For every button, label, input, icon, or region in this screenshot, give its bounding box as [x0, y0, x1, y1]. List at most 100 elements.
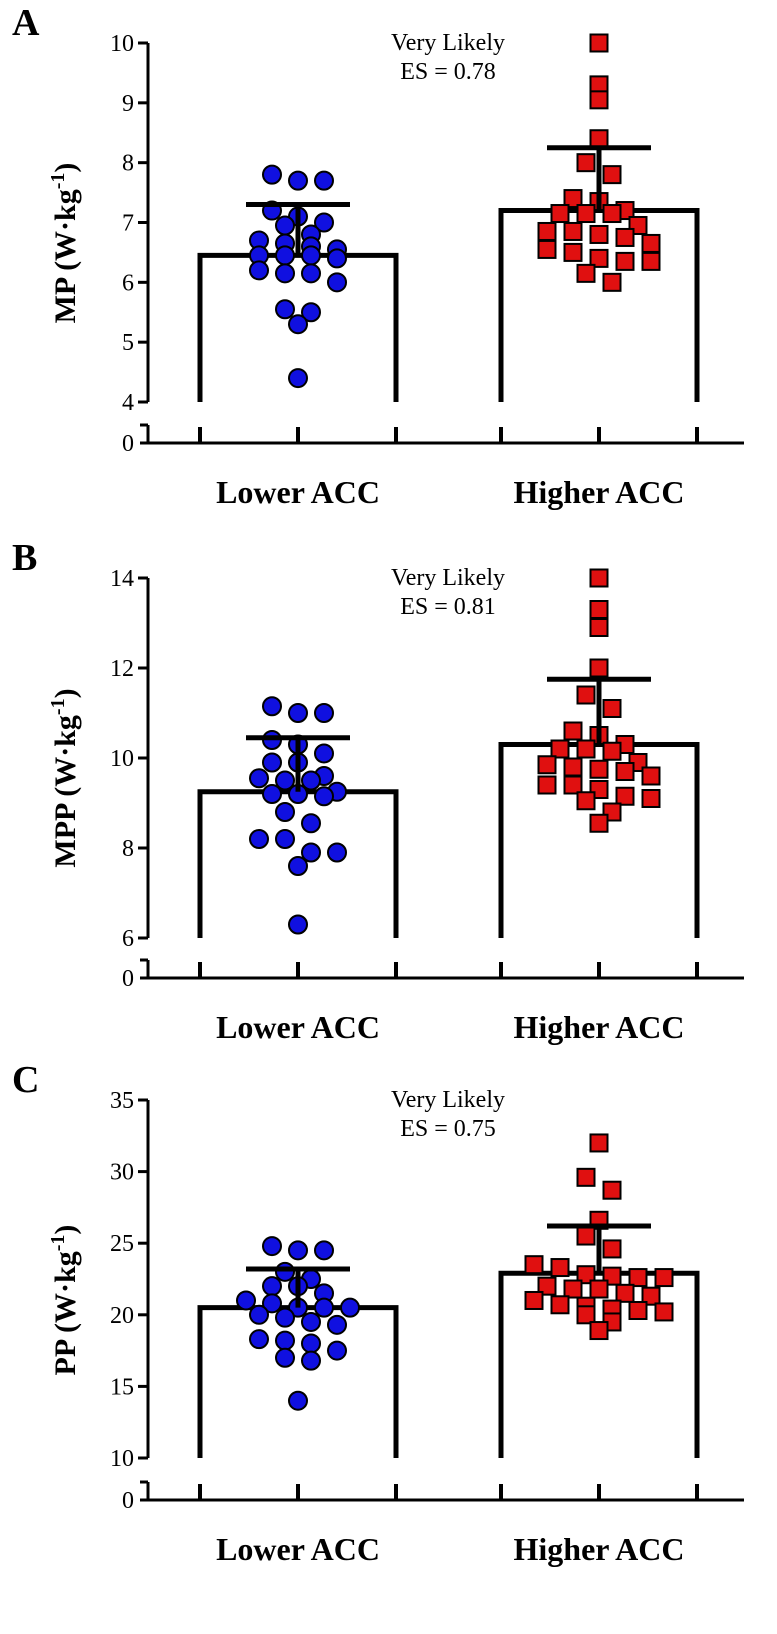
data-point [589, 90, 609, 110]
data-point [262, 1293, 282, 1314]
data-point [275, 1261, 295, 1282]
data-point [576, 1265, 596, 1285]
data-point [615, 762, 635, 781]
data-point [524, 1255, 544, 1275]
data-point [615, 251, 635, 271]
data-point [236, 1290, 256, 1311]
data-point [301, 302, 321, 323]
data-point [314, 703, 334, 723]
data-point [589, 1279, 609, 1299]
data-point [641, 251, 661, 271]
data-point [288, 368, 308, 389]
data-point [576, 1167, 596, 1187]
data-point [249, 260, 269, 281]
data-point [288, 1390, 308, 1411]
data-point [314, 1297, 334, 1318]
y-tick-label: 10 [110, 31, 134, 57]
data-point [589, 600, 609, 619]
y-axis-label-part: ) [49, 1225, 82, 1235]
data-point [654, 1302, 674, 1322]
data-point [602, 165, 622, 185]
y-tick-label: 20 [110, 1303, 134, 1329]
y-tick-label: 30 [110, 1160, 134, 1186]
data-point [301, 813, 321, 834]
data-point [537, 755, 557, 775]
data-point [327, 1314, 347, 1335]
data-point [615, 1283, 635, 1303]
data-point [249, 1304, 269, 1325]
y-tick-label: 6 [122, 926, 134, 952]
data-point [275, 299, 295, 320]
data-point [550, 204, 570, 224]
data-point [301, 1333, 321, 1354]
y-axis-label-part: -1 [47, 698, 69, 715]
data-point [576, 791, 596, 811]
data-point [576, 204, 596, 224]
annotation-likelihood: Very Likely [391, 565, 505, 591]
y-axis-label: PP (W·kg-1) [47, 1225, 82, 1376]
data-point [576, 263, 596, 283]
data-point [275, 802, 295, 822]
mean-bar [197, 1305, 399, 1458]
data-point [615, 227, 635, 247]
data-point [589, 618, 609, 637]
annotation-likelihood: Very Likely [391, 30, 505, 56]
data-point [537, 1276, 557, 1296]
data-point [602, 272, 622, 292]
data-point [563, 721, 583, 741]
data-point [589, 1133, 609, 1153]
y-axis-label-part: -1 [47, 173, 69, 190]
data-point [589, 129, 609, 149]
data-point [563, 189, 583, 209]
y-tick-label: 14 [110, 566, 134, 592]
data-point [275, 245, 295, 266]
data-point [641, 766, 661, 786]
data-point [589, 658, 609, 678]
data-point [615, 786, 635, 806]
data-point [550, 739, 570, 759]
data-point [589, 224, 609, 244]
data-point [288, 914, 308, 935]
y-tick-label: 10 [110, 746, 134, 772]
data-point [563, 775, 583, 795]
data-point [641, 789, 661, 808]
data-point [563, 221, 583, 241]
data-point [249, 768, 269, 789]
data-point [262, 696, 282, 717]
y-tick-label: 9 [122, 91, 134, 117]
x-category-label: Higher ACC [514, 1531, 685, 1567]
data-point [641, 233, 661, 253]
data-point [537, 221, 557, 241]
data-point [576, 739, 596, 759]
data-point [602, 1180, 622, 1200]
y-tick-label: 6 [122, 270, 134, 296]
x-category-label: Lower ACC [216, 1531, 380, 1567]
data-point [262, 1276, 282, 1297]
data-point [327, 272, 347, 293]
data-point [275, 263, 295, 284]
data-point [576, 685, 596, 705]
data-point [602, 1239, 622, 1259]
data-point [275, 1347, 295, 1368]
data-point [524, 1290, 544, 1310]
y-axis-label-part: MP (W [49, 231, 82, 323]
y-axis-label-part: ) [49, 688, 82, 698]
y-tick-label: 5 [122, 330, 134, 356]
data-point [314, 743, 334, 764]
data-point [537, 239, 557, 259]
data-point [301, 1311, 321, 1332]
annotation-effect-size: ES = 0.78 [400, 59, 496, 85]
y-tick-label: 10 [110, 1446, 134, 1472]
data-point [314, 212, 334, 233]
data-point [301, 245, 321, 266]
panel-c: C 0 10 15 20 25 30 35 PP (W·kg-1) Very Likely ES =… [12, 1059, 744, 1567]
data-point [288, 856, 308, 876]
panel-letter: C [12, 1059, 39, 1101]
y-tick-label: 35 [110, 1088, 134, 1114]
y-tick-label: 4 [122, 390, 134, 416]
y-tick-label: 25 [110, 1231, 134, 1257]
data-point [262, 784, 282, 804]
x-category-label: Lower ACC [216, 1009, 380, 1045]
data-point [262, 164, 282, 185]
